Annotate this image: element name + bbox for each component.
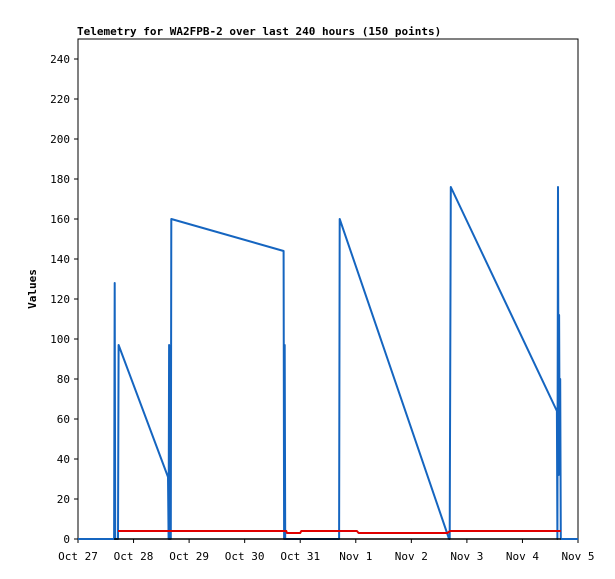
y-tick-label: 100 <box>50 333 70 346</box>
x-tick-label: Nov 3 <box>450 550 483 563</box>
y-tick-label: 20 <box>57 493 70 506</box>
x-tick-label: Oct 29 <box>169 550 209 563</box>
y-axis: 0 20 40 60 80 100 120 140 160 180 200 220 240 <box>50 53 78 546</box>
y-tick-label: 180 <box>50 173 70 186</box>
x-tick-label: Nov 2 <box>395 550 428 563</box>
x-tick-label: Nov 4 <box>506 550 539 563</box>
y-tick-label: 160 <box>50 213 70 226</box>
series-layer <box>78 186 578 540</box>
x-axis: Oct 27 Oct 28 Oct 29 Oct 30 Oct 31 Nov 1 Nov 2… <box>58 539 595 563</box>
series-line-2 <box>118 530 561 534</box>
x-tick-label: Oct 31 <box>280 550 320 563</box>
y-tick-label: 120 <box>50 293 70 306</box>
x-tick-label: Nov 5 <box>561 550 594 563</box>
chart-title: Telemetry for WA2FPB-2 over last 240 hou… <box>77 25 441 38</box>
x-tick-label: Nov 1 <box>339 550 372 563</box>
y-tick-label: 0 <box>63 533 70 546</box>
plot-frame <box>77 38 579 540</box>
y-tick-label: 60 <box>57 413 70 426</box>
y-tick-label: 240 <box>50 53 70 66</box>
x-tick-label: Oct 27 <box>58 550 98 563</box>
series-line-0 <box>78 186 578 540</box>
y-axis-label: Values <box>26 269 39 309</box>
y-tick-label: 40 <box>57 453 70 466</box>
y-tick-label: 200 <box>50 133 70 146</box>
x-tick-label: Oct 28 <box>114 550 154 563</box>
y-tick-label: 140 <box>50 253 70 266</box>
x-tick-label: Oct 30 <box>225 550 265 563</box>
y-tick-label: 80 <box>57 373 70 386</box>
y-tick-label: 220 <box>50 93 70 106</box>
